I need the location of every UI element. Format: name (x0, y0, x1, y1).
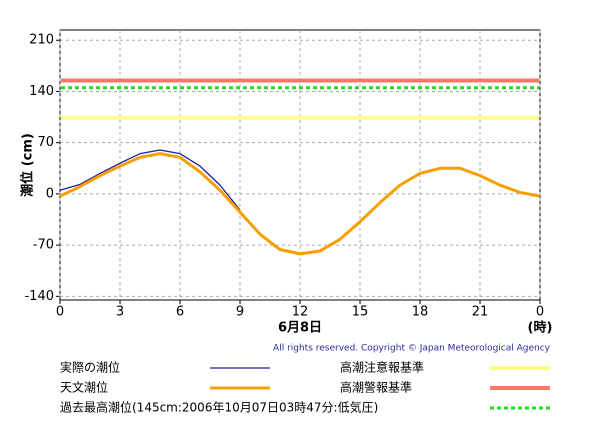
x-tick-label: 6 (176, 305, 184, 320)
x-axis-unit: (時) (528, 320, 553, 336)
y-tick-label: 210 (29, 33, 54, 48)
x-tick-label: 18 (412, 305, 429, 320)
x-tick-label: 9 (236, 305, 244, 320)
x-tick-label: 3 (116, 305, 124, 320)
x-tick-label: 12 (292, 305, 309, 320)
x-tick-label: 15 (352, 305, 369, 320)
legend-label: 高潮警報基準 (340, 380, 412, 395)
x-tick-label: 21 (472, 305, 489, 320)
y-tick-label: 70 (37, 135, 54, 150)
y-axis-label: 潮位 (cm) (20, 133, 36, 197)
legend-label: 天文潮位 (60, 380, 108, 395)
legend-label: 過去最高潮位(145cm:2006年10月07日03時47分:低気圧) (60, 400, 378, 415)
x-axis-label: 6月8日 (278, 321, 322, 336)
x-tick-label: 0 (536, 305, 544, 320)
copyright: All rights reserved. Copyright © Japan M… (273, 344, 551, 354)
y-tick-label: 140 (29, 84, 54, 99)
x-tick-label: 0 (56, 305, 64, 320)
series-line (59, 149, 241, 211)
legend-label: 実際の潮位 (60, 360, 120, 375)
y-tick-label: -140 (24, 289, 54, 304)
legend-label: 高潮注意報基準 (340, 360, 424, 375)
y-tick-label: -70 (33, 238, 54, 253)
y-tick-label: 0 (46, 186, 54, 201)
series-line (59, 152, 541, 256)
